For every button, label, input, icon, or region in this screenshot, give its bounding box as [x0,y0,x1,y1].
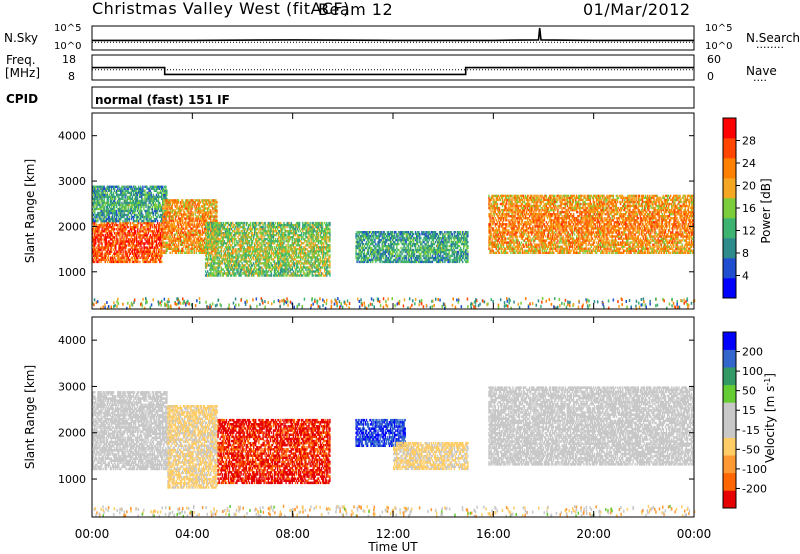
velocity-colorbar-tick-2: 50 [742,385,756,398]
power-heatmap [92,185,696,310]
nsky-right-tick-bottom: 10^0 [705,41,732,52]
power-colorbar-tick-6: 4 [742,270,749,283]
power-heatmap-near-range-echoes [92,297,696,310]
velocity-colorbar-tick-7: -200 [742,482,767,495]
power-colorbar-tick-1: 24 [742,157,756,170]
freq-left-tick-bottom: 8 [68,70,75,83]
nsearch-label: N.Search [746,31,800,45]
nsky-left-tick-top: 10^5 [54,23,81,34]
velocity-panel: 4000 3000 2000 1000 Slant Range [km] 200 100… [23,316,777,518]
xlabel: Time UT [367,540,418,554]
xtick-1: 04:00 [175,527,210,541]
velocity-heatmap-band-4 [393,442,469,471]
velocity-ytick-2: 2000 [58,427,86,440]
power-ylabel: Slant Range [km] [23,159,37,263]
nsearch-dots: ........ [756,38,784,51]
velocity-colorbar-label: Velocity [m s-1] [763,373,777,463]
power-colorbar-tick-3: 16 [742,202,756,215]
nsky-panel: N.Sky 10^5 10^0 10^5 10^0 N.Search .....… [4,23,800,52]
xtick-5: 20:00 [576,527,611,541]
nsky-label: N.Sky [4,31,38,45]
nave-right-tick-top: 60 [707,53,721,66]
beam-label: Beam 12 [318,0,393,19]
power-ytick-1: 3000 [58,175,86,188]
velocity-heatmap [92,386,696,518]
power-heatmap-band-5 [488,194,695,254]
velocity-ytick-3: 1000 [58,473,86,486]
power-colorbar-label: Power [dB] [759,178,773,243]
power-ytick-0: 4000 [58,130,86,143]
nave-label: Nave [746,64,777,78]
velocity-colorbar: 200 100 50 15 -15 -50 -100 -200 [722,331,767,509]
velocity-colorbar-tick-4: -15 [742,424,760,437]
freq-left-tick-top: 18 [62,53,76,66]
xtick-6: 00:00 [677,527,712,541]
velocity-colorbar-tick-6: -100 [742,463,767,476]
velocity-heatmap-band-3 [355,418,406,447]
velocity-heatmap-band-2 [217,418,331,485]
velocity-ytick-0: 4000 [58,334,86,347]
freq-label: Freq. [6,53,36,67]
power-ytick-2: 2000 [58,220,86,233]
velocity-heatmap-near-range-echoes [93,504,696,518]
velocity-ylabel: Slant Range [km] [23,365,37,469]
freq-unit-label: [MHz] [5,66,40,80]
power-colorbar-tick-2: 20 [742,180,756,193]
power-heatmap-band-4 [355,231,469,264]
velocity-colorbar-tick-0: 200 [742,346,763,359]
power-colorbar-tick-4: 12 [742,225,756,238]
power-panel: 4000 3000 2000 1000 Slant Range [km] 28 24 20… [23,112,773,310]
power-colorbar: 28 24 20 16 12 8 4 [722,117,756,299]
power-heatmap-band-1 [92,185,168,223]
nsky-right-tick-top: 10^5 [705,23,732,34]
power-heatmap-band-3 [204,221,331,277]
date-label: 01/Mar/2012 [583,0,691,19]
power-colorbar-tick-0: 28 [742,135,756,148]
nsky-series-0 [92,27,694,42]
velocity-ytick-1: 3000 [58,380,86,393]
velocity-heatmap-band-5 [488,386,695,466]
xtick-4: 16:00 [476,527,511,541]
power-colorbar-tick-5: 8 [742,247,749,260]
cpid-panel: CPID normal (fast) 151 IF [6,86,695,109]
cpid-text: normal (fast) 151 IF [95,93,230,107]
velocity-colorbar-tick-5: -50 [742,443,760,456]
velocity-heatmap-band-1 [167,405,218,489]
power-heatmap-band-0 [92,221,163,264]
nsky-left-tick-bottom: 10^0 [54,41,81,52]
cpid-label: CPID [6,92,38,106]
nave-right-tick-bottom: 0 [707,70,714,83]
xtick-2: 08:00 [275,527,310,541]
xtick-3: 12:00 [376,527,411,541]
velocity-colorbar-tick-1: 100 [742,365,763,378]
nave-dots: .... [753,71,767,84]
velocity-colorbar-tick-3: 15 [742,404,756,417]
power-ytick-3: 1000 [58,266,86,279]
velocity-heatmap-band-0 [92,391,168,471]
xtick-0: 00:00 [75,527,110,541]
freq-series-0 [92,66,694,76]
time-axis: 00:00 04:00 08:00 12:00 16:00 20:00 00:00 [75,113,712,541]
site-title: Christmas Valley West (fitACF) [92,0,350,18]
freq-panel: Freq. [MHz] 18 8 60 0 Nave .... [5,53,777,84]
